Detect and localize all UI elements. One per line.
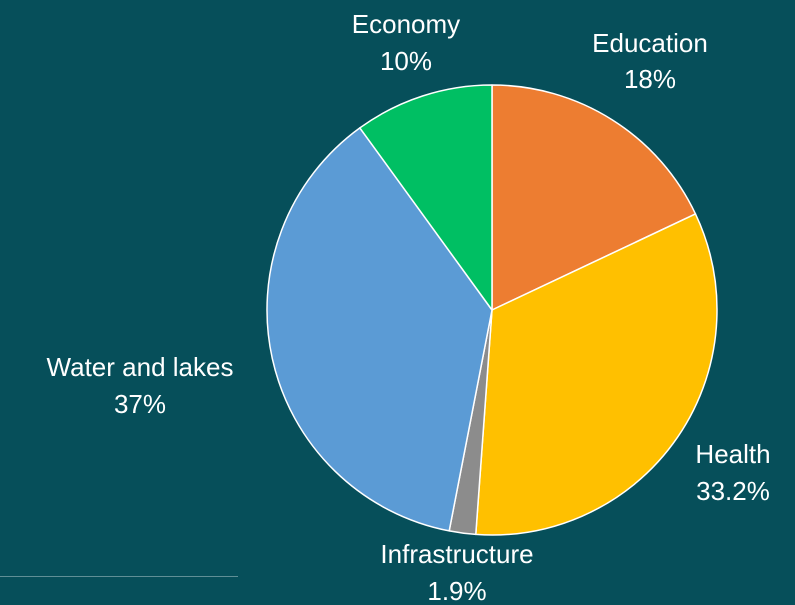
slice-label-education: Education — [592, 28, 708, 58]
slice-label-water-and-lakes: Water and lakes — [47, 352, 234, 382]
slice-label-health: Health — [695, 439, 770, 469]
slice-label-economy: Economy — [352, 9, 460, 39]
slice-value-infrastructure: 1.9% — [427, 576, 486, 605]
slice-value-economy: 10% — [380, 46, 432, 76]
slice-value-health: 33.2% — [696, 476, 770, 506]
pie-slice-health — [475, 213, 718, 536]
pie-slice-water-and-lakes — [266, 127, 493, 532]
pie-slices — [266, 84, 718, 536]
slice-value-education: 18% — [624, 64, 676, 94]
pie-slice-economy — [359, 84, 493, 311]
pie-slice-education — [491, 84, 697, 311]
footer-divider — [0, 576, 238, 577]
slice-label-infrastructure: Infrastructure — [380, 539, 533, 569]
slice-value-water-and-lakes: 37% — [114, 389, 166, 419]
pie-labels: Education 18% Health 33.2% Infrastructure 1.9… — [47, 9, 771, 605]
